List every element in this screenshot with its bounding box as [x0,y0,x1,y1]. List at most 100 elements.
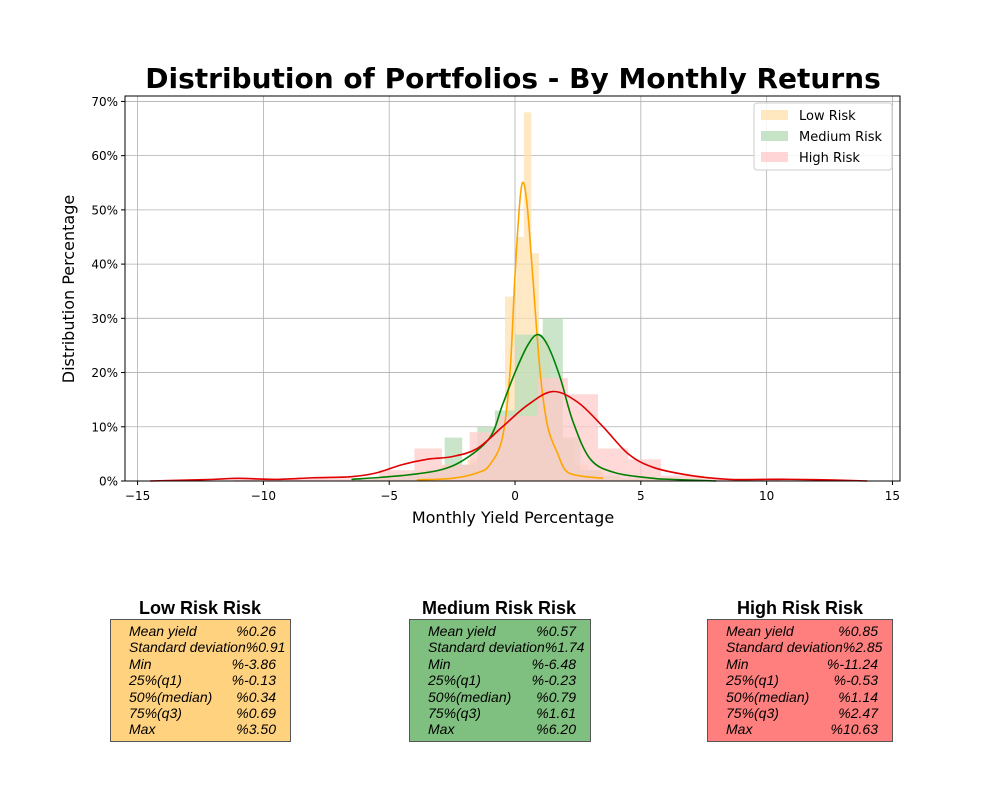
stats-value: %-0.23 [531,672,576,689]
stats-row: Standard deviation %2.85 [712,639,888,655]
stats-row: Standard deviation %0.91 [115,639,286,655]
stats-value: %-0.13 [231,672,276,689]
legend-swatch [761,131,788,141]
stats-label: 75%(q3) [726,705,779,722]
stats-value: %0.79 [536,688,576,705]
legend: Low Risk Medium Risk High Risk [753,102,893,171]
stats-label: Max [129,721,156,738]
histogram-chart: Distribution of Portfolios - By Monthly … [59,62,901,527]
stats-value: %-3.86 [231,655,276,672]
histogram-bar-2 [660,475,704,481]
histogram-bars [233,112,782,481]
legend-label: High Risk [799,151,860,166]
x-tick-label: 15 [885,489,900,503]
stats-label: Mean yield [726,623,794,639]
stats-label: Min [726,655,749,672]
stats-title: High Risk Risk [736,598,864,618]
x-axis-label: Monthly Yield Percentage [412,508,614,527]
stats-label: 50%(median) [428,688,512,705]
stats-value: %-0.53 [833,672,878,689]
stats-label: 75%(q3) [428,705,481,722]
histogram-bar-2 [233,479,289,481]
plot-area-frame [124,95,901,482]
stats-label: 50%(median) [129,688,213,705]
x-tick-label: 0 [511,489,519,503]
y-axis-label: Distribution Percentage [59,195,78,383]
stats-value: %1.61 [536,705,576,722]
stats-label: Min [129,655,152,672]
stats-row: Min %-3.86 [115,656,286,672]
stats-label: 25%(q1) [129,672,182,689]
x-tick-label: 5 [637,489,645,503]
y-tick-label: 10% [91,420,118,434]
legend-label: Low Risk [799,109,856,124]
stats-value: %0.26 [236,623,276,639]
histogram-bar-2 [567,394,599,481]
stats-row: 75%(q3) %0.69 [115,705,286,721]
stats-row: 50%(median) %0.79 [414,689,586,705]
stats-row: Min %-11.24 [712,656,888,672]
legend-box [753,102,893,171]
stats-box: Mean yield %0.85 Standard deviation %2.85 Mi… [707,619,893,742]
stats-row: Max %3.50 [115,721,286,737]
stats-row: Mean yield %0.57 [414,623,586,639]
stats-value: %0.69 [236,705,276,722]
stats-value: %0.85 [838,623,878,639]
stats-row: 75%(q3) %1.61 [414,705,586,721]
stats-row: Standard deviation %1.74 [414,639,586,655]
density-curve-2 [150,390,868,482]
stats-label: 25%(q1) [428,672,481,689]
stats-value: %0.91 [245,639,286,656]
legend-label: Medium Risk [799,130,883,145]
stats-box: Mean yield %0.57 Standard deviation %1.74 Mi… [409,619,591,742]
x-tick-label: −10 [251,489,276,503]
stats-label: Min [428,655,451,672]
stats-label: Max [428,721,455,738]
y-tick-label: 60% [91,149,118,163]
stats-row: 25%(q1) %-0.23 [414,672,586,688]
stats-row: Mean yield %0.85 [712,623,888,639]
stats-label: 25%(q1) [726,672,779,689]
y-tick-label: 40% [91,258,118,272]
density-curve-1 [351,333,717,482]
stats-value: %2.47 [838,705,878,722]
chart-title: Distribution of Portfolios - By Monthly … [145,62,881,95]
stats-value: %-6.48 [531,655,576,672]
histogram-bar-2 [288,478,334,481]
legend-swatch [761,110,788,120]
density-curve-0 [416,181,604,481]
stats-row: Max %10.63 [712,721,888,737]
stats-value: %0.57 [536,623,576,639]
density-curves [150,181,868,482]
stats-row: 75%(q3) %2.47 [712,705,888,721]
histogram-bar-0 [523,112,532,481]
histogram-bar-2 [414,448,443,481]
stats-label: Mean yield [129,623,197,639]
stats-value: %0.34 [236,688,276,705]
histogram-bar-0 [504,296,517,481]
stats-label: 50%(median) [726,688,810,705]
y-tick-label: 70% [91,95,118,109]
stats-row: Max %6.20 [414,721,586,737]
histogram-bar-2 [628,459,661,481]
stats-label: Standard deviation [428,639,545,656]
stats-row: Min %-6.48 [414,656,586,672]
stats-title: Medium Risk Risk [421,598,577,618]
y-tick-label: 30% [91,312,118,326]
stats-value: %2.85 [842,639,883,656]
y-axis-ticks: 0% 10% 20% 30% 40% 50% 60% 70% [91,95,125,489]
stats-label: Mean yield [428,623,496,639]
histogram-bar-2 [469,432,498,481]
stats-value: %1.14 [838,688,878,705]
stats-value: %1.74 [544,639,585,656]
y-tick-label: 0% [99,475,118,489]
stats-row: 25%(q1) %-0.13 [115,672,286,688]
stats-label: 75%(q3) [129,705,182,722]
y-tick-label: 50% [91,203,118,217]
stats-value: %6.20 [536,721,576,738]
stats-row: 50%(median) %1.14 [712,689,888,705]
x-tick-label: −5 [380,489,398,503]
histogram-bar-2 [598,448,629,481]
stats-box: Mean yield %0.26 Standard deviation %0.91 Mi… [110,619,291,742]
stats-row: Mean yield %0.26 [115,623,286,639]
